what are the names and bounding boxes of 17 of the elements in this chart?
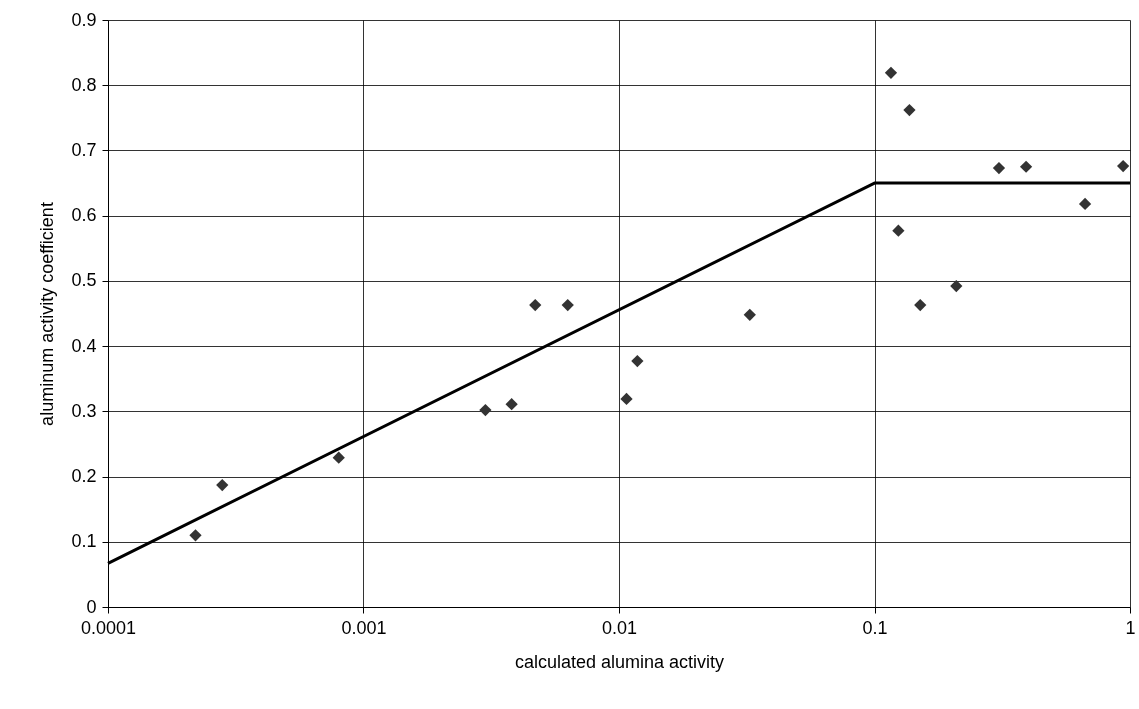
x-tick-label: 0.0001 — [80, 617, 137, 638]
y-tick-label: 0.7 — [71, 139, 97, 160]
y-tick-label: 0.5 — [71, 270, 97, 291]
x-axis-title: calculated alumina activity — [514, 651, 725, 672]
y-tick-label: 0.6 — [71, 205, 97, 226]
y-tick-label: 0.2 — [71, 466, 97, 487]
y-tick-label: 0.8 — [71, 74, 97, 95]
y-tick-label: 0.4 — [71, 335, 97, 356]
y-tick-label: 0.3 — [71, 400, 97, 421]
x-tick-label: 0.1 — [862, 617, 888, 638]
x-tick-label: 0.001 — [341, 617, 387, 638]
y-tick-label: 0.1 — [71, 531, 97, 552]
y-tick-label: 0 — [86, 596, 97, 617]
x-tick-label: 0.01 — [601, 617, 638, 638]
x-tick-label: 1 — [1125, 617, 1136, 638]
y-axis-title: aluminum activity coefficient — [37, 202, 58, 426]
y-tick-label: 0.9 — [71, 9, 97, 30]
